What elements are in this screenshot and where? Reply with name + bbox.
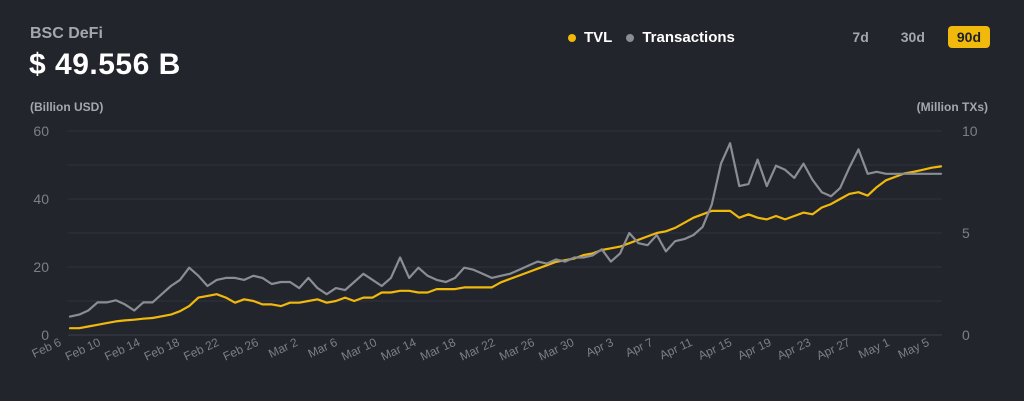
right-axis-tick: 0 <box>962 327 970 343</box>
range-selector: 7d 30d 90d <box>829 26 990 48</box>
x-axis-label: Feb 26 <box>221 335 261 364</box>
x-axis-label: Apr 7 <box>623 335 655 360</box>
chart-title: BSC DeFi <box>30 25 103 42</box>
x-axis-label: Apr 23 <box>775 335 813 363</box>
legend-item-tvl[interactable]: TVL <box>568 29 612 46</box>
tvl-value: $ 49.556 B <box>29 48 181 81</box>
x-axis-label: Feb 18 <box>142 335 182 364</box>
transactions-dot-icon <box>626 33 635 42</box>
x-axis-label: Apr 27 <box>814 335 852 363</box>
x-axis-label: Mar 26 <box>497 335 537 364</box>
range-30d-button[interactable]: 30d <box>900 29 925 45</box>
x-axis-label: May 1 <box>856 335 892 362</box>
x-axis-label: Mar 30 <box>536 335 576 364</box>
x-axis-label: Mar 2 <box>266 335 300 361</box>
x-axis-label: Feb 14 <box>102 335 142 364</box>
legend-label-tvl: TVL <box>584 29 613 46</box>
chart-legend: TVL Transactions <box>568 29 749 46</box>
x-axis-label: Apr 11 <box>657 335 694 362</box>
legend-item-transactions[interactable]: Transactions <box>626 29 735 46</box>
x-axis-label: Mar 14 <box>379 335 419 364</box>
left-axis-tick: 40 <box>33 191 49 207</box>
x-axis-label: Feb 22 <box>181 335 221 364</box>
x-axis-label: Mar 18 <box>418 335 458 364</box>
x-axis-label: Mar 6 <box>306 335 340 361</box>
tvl-dot-icon <box>568 33 576 42</box>
x-axis-label: May 5 <box>896 335 932 362</box>
right-axis-unit: (Million TXs) <box>916 100 988 114</box>
right-axis-tick: 5 <box>962 225 970 241</box>
transactions-series-line <box>68 142 943 318</box>
x-axis-label: Apr 3 <box>584 335 616 360</box>
range-7d-button[interactable]: 7d <box>852 29 869 45</box>
x-axis-label: Apr 19 <box>735 335 773 363</box>
x-axis-label: Feb 10 <box>63 335 103 364</box>
range-90d-button[interactable]: 90d <box>947 26 990 48</box>
x-axis-label: Mar 22 <box>457 335 497 364</box>
left-axis-tick: 0 <box>41 327 49 343</box>
legend-label-transactions: Transactions <box>642 29 735 46</box>
left-axis-tick: 60 <box>33 123 49 139</box>
x-axis-label: Apr 15 <box>696 335 734 363</box>
x-axis-label: Mar 10 <box>339 335 379 364</box>
tvl-series-line <box>68 165 943 330</box>
left-axis-tick: 20 <box>33 259 49 275</box>
left-axis-unit: (Billion USD) <box>30 100 104 114</box>
right-axis-tick: 10 <box>962 123 978 139</box>
